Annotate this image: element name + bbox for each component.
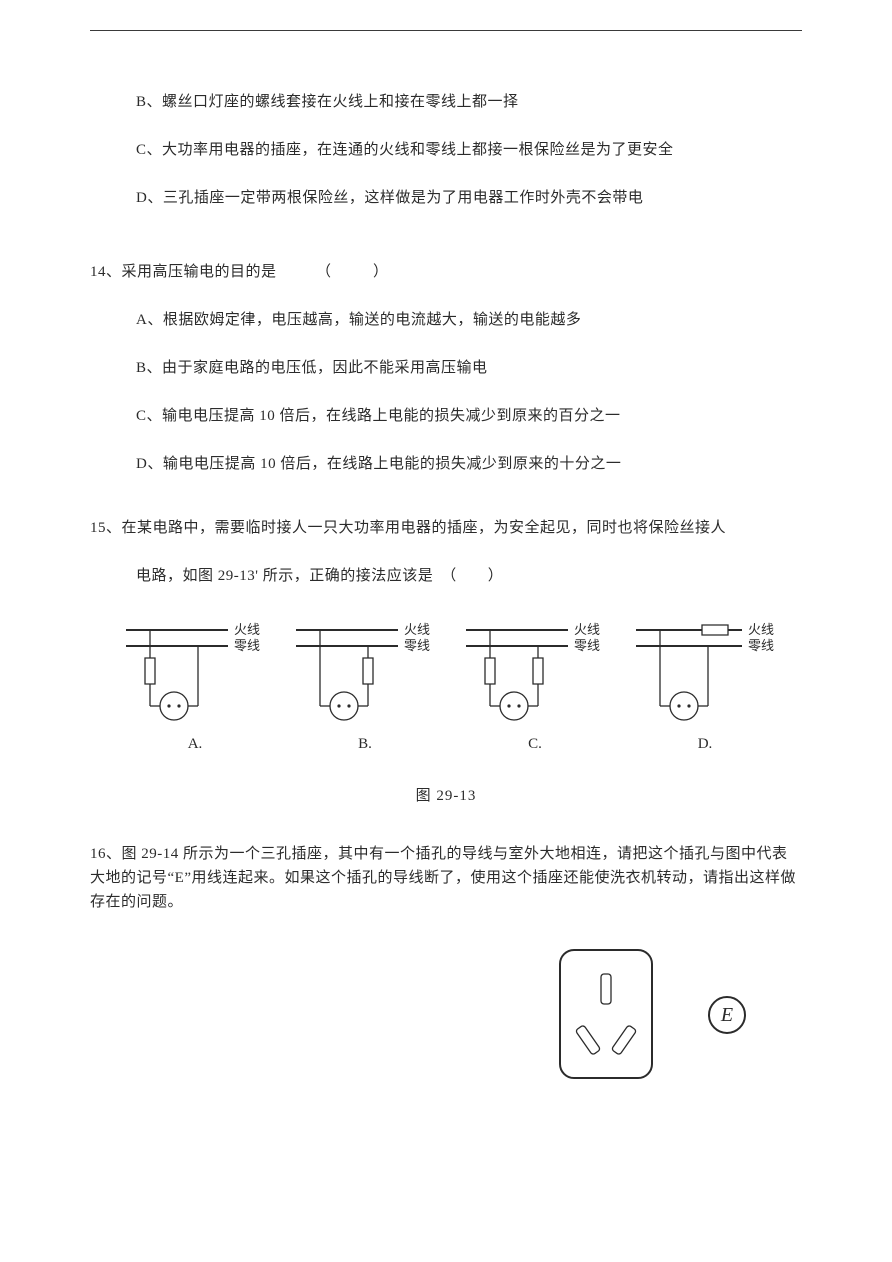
svg-text:火线: 火线 (748, 622, 774, 637)
svg-text:火线: 火线 (574, 622, 600, 637)
top-rule (90, 30, 802, 31)
document-body: B、螺丝口灯座的螺线套接在火线上和接在零线上都一择 C、大功率用电器的插座，在连… (90, 30, 802, 1090)
circuit-c-label: C. (528, 732, 542, 756)
q14-stem: 14、采用高压输电的目的是 （ ） (90, 260, 802, 284)
q14-paren: （ ） (316, 264, 392, 280)
figure-29-14: E (90, 940, 752, 1090)
circuit-c: 火线 零线 C. (460, 618, 610, 756)
figure-29-13: 火线 零线 A. (120, 618, 780, 756)
q14-option-c: C、输电电压提高 10 倍后，在线路上电能的损失减少到原来的百分之一 (136, 404, 802, 428)
svg-text:零线: 零线 (404, 638, 430, 653)
circuit-b: 火线 零线 B. (290, 618, 440, 756)
q15-line2: 电路，如图 29-13' 所示，正确的接法应该是 （ ） (136, 564, 802, 588)
three-hole-socket (546, 940, 666, 1090)
q14-option-b: B、由于家庭电路的电压低，因此不能采用高压输电 (136, 356, 802, 380)
q16-text: 16、图 29-14 所示为一个三孔插座，其中有一个插孔的导线与室外大地相连，请… (90, 842, 802, 914)
q15-line1: 15、在某电路中，需要临时接人一只大功率用电器的插座，为安全起见，同时也将保险丝… (90, 516, 802, 540)
circuit-a-label: A. (188, 732, 203, 756)
q14-option-a: A、根据欧姆定律，电压越高，输送的电流越大，输送的电能越多 (136, 308, 802, 332)
svg-text:零线: 零线 (748, 638, 774, 653)
label-live: 火线 (234, 622, 260, 637)
earth-label: E (720, 1004, 733, 1026)
circuit-b-label: B. (358, 732, 372, 756)
label-neutral: 零线 (234, 638, 260, 653)
svg-text:火线: 火线 (404, 622, 430, 637)
q13-option-c: C、大功率用电器的插座，在连通的火线和零线上都接一根保险丝是为了更安全 (136, 138, 802, 162)
figure-29-13-caption: 图 29-13 (90, 784, 802, 808)
q13-option-b: B、螺丝口灯座的螺线套接在火线上和接在零线上都一择 (136, 90, 802, 114)
circuit-d: 火线 零线 D. (630, 618, 780, 756)
q14-stem-text: 14、采用高压输电的目的是 (90, 264, 277, 280)
q14-option-d: D、输电电压提高 10 倍后，在线路上电能的损失减少到原来的十分之一 (136, 452, 802, 476)
q13-option-d: D、三孔插座一定带两根保险丝，这样做是为了用电器工作时外壳不会带电 (136, 186, 802, 210)
circuit-a: 火线 零线 A. (120, 618, 270, 756)
svg-text:零线: 零线 (574, 638, 600, 653)
circuit-d-label: D. (698, 732, 713, 756)
earth-symbol: E (702, 990, 752, 1040)
